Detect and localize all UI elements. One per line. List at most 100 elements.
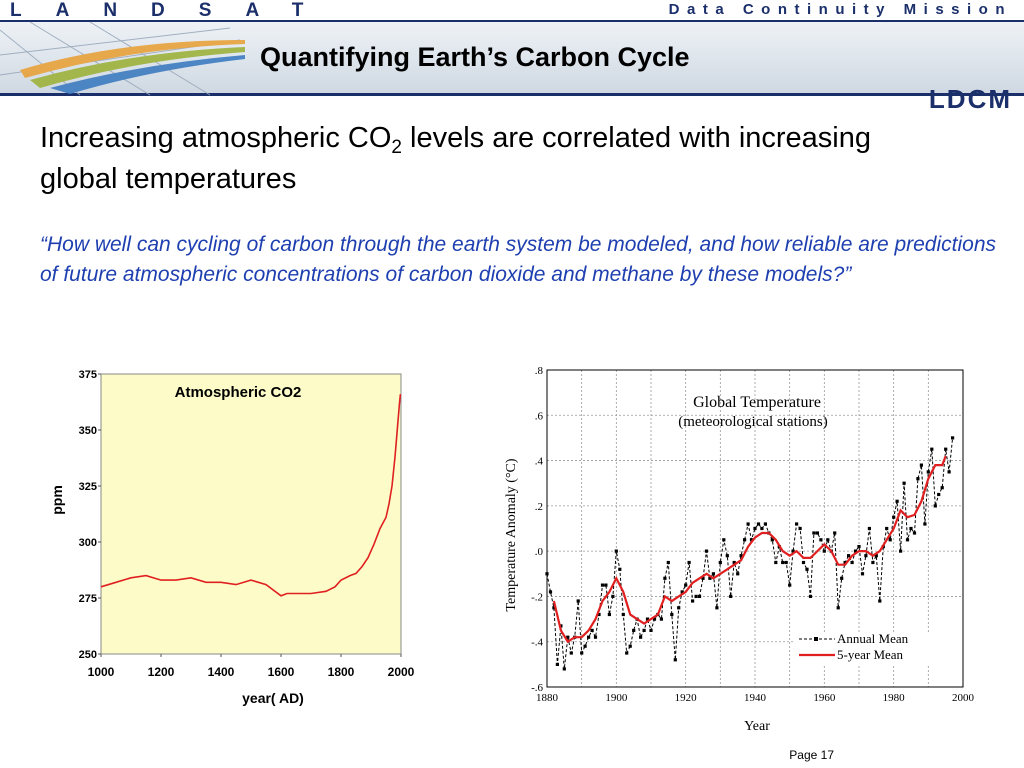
annual-mean-point bbox=[902, 481, 906, 485]
annual-mean-point bbox=[847, 554, 851, 558]
annual-mean-point bbox=[555, 662, 559, 666]
annual-mean-point bbox=[708, 576, 712, 580]
temp-chart-title: Global Temperature bbox=[693, 394, 821, 411]
annual-mean-point bbox=[815, 531, 819, 535]
page-number: Page 17 bbox=[789, 748, 834, 762]
headline-text-start: Increasing atmospheric CO bbox=[40, 122, 392, 154]
annual-mean-point bbox=[860, 572, 865, 576]
annual-mean-point bbox=[739, 554, 743, 558]
annual-mean-point bbox=[749, 538, 754, 542]
co2-y-tick-label: 300 bbox=[79, 537, 97, 549]
page-label: Page bbox=[789, 748, 818, 762]
annual-mean-point bbox=[701, 576, 705, 580]
annual-mean-point bbox=[604, 583, 608, 587]
annual-mean-point bbox=[826, 538, 830, 542]
temp-y-tick-label: -.6 bbox=[531, 682, 543, 694]
annual-mean-point bbox=[736, 572, 740, 576]
co2-y-tick-label: 250 bbox=[79, 649, 97, 661]
annual-mean-point bbox=[694, 594, 698, 598]
annual-mean-point bbox=[628, 644, 632, 648]
annual-mean-point bbox=[926, 470, 930, 474]
annual-mean-point bbox=[874, 554, 878, 558]
annual-mean-point bbox=[715, 606, 719, 610]
co2-x-axis-label: year( AD) bbox=[242, 690, 304, 706]
temp-x-tick-label: 1900 bbox=[605, 692, 628, 704]
annual-mean-point bbox=[611, 594, 615, 598]
temp-y-tick-label: .2 bbox=[535, 501, 543, 513]
co2-x-tick-label: 1000 bbox=[88, 665, 115, 679]
annual-mean-point bbox=[756, 522, 761, 526]
annual-mean-point bbox=[770, 538, 774, 542]
slide-title: Quantifying Earth’s Carbon Cycle bbox=[260, 42, 690, 72]
annual-mean-point bbox=[840, 576, 844, 580]
annual-mean-point bbox=[760, 526, 764, 531]
headline-text-end: levels are correlated with increasing gl… bbox=[40, 122, 872, 195]
co2-chart-title: Atmospheric CO2 bbox=[175, 384, 302, 401]
annual-mean-point bbox=[687, 560, 691, 565]
annual-mean-point bbox=[888, 538, 892, 542]
headline: Increasing atmospheric CO2 levels are co… bbox=[40, 118, 940, 200]
annual-mean-point bbox=[940, 486, 944, 490]
annual-mean-point bbox=[670, 612, 674, 617]
annual-mean-point bbox=[947, 470, 951, 474]
header-rule-top bbox=[0, 20, 1024, 22]
five-year-mean-line bbox=[552, 455, 947, 644]
annual-mean-point bbox=[590, 628, 594, 632]
header-banner bbox=[0, 20, 1024, 96]
annual-mean-point bbox=[718, 560, 722, 565]
annual-mean-point bbox=[743, 538, 747, 542]
legend-annual-marker bbox=[814, 637, 818, 641]
co2-y-axis-label: ppm bbox=[49, 485, 65, 515]
annual-mean-point bbox=[774, 560, 778, 565]
annual-mean-point bbox=[808, 594, 813, 598]
annual-mean-point bbox=[722, 538, 726, 542]
annual-mean-point bbox=[895, 499, 899, 503]
annual-mean-point bbox=[763, 522, 767, 526]
annual-mean-point bbox=[618, 567, 622, 571]
page-number-value: 17 bbox=[820, 748, 834, 762]
annual-mean-point bbox=[746, 522, 750, 526]
co2-x-tick-label: 1400 bbox=[208, 665, 235, 679]
co2-series-line bbox=[100, 394, 402, 597]
annual-mean-point bbox=[937, 492, 941, 497]
annual-mean-point bbox=[729, 594, 733, 598]
annual-mean-point bbox=[867, 526, 871, 531]
annual-mean-point bbox=[836, 606, 840, 610]
annual-mean-point bbox=[795, 522, 799, 526]
co2-y-tick-label: 350 bbox=[79, 425, 97, 437]
temp-x-axis: 1880 1900 1920 1940 1960 1980 2000 bbox=[536, 692, 975, 704]
landsat-wordmark: LANDSAT bbox=[10, 0, 338, 21]
co2-y-tick-label: 375 bbox=[79, 369, 97, 381]
annual-mean-point bbox=[684, 583, 688, 587]
temp-y-tick-label: .0 bbox=[535, 546, 544, 558]
annual-mean-point bbox=[659, 617, 663, 621]
annual-mean-point bbox=[912, 531, 917, 535]
annual-mean-point bbox=[732, 560, 736, 565]
annual-mean-point bbox=[933, 504, 937, 508]
annual-mean-point bbox=[580, 651, 584, 655]
annual-mean-point bbox=[909, 526, 913, 531]
annual-mean-point bbox=[621, 612, 625, 617]
temp-y-tick-label: -.2 bbox=[531, 591, 543, 603]
co2-plot-area bbox=[100, 373, 402, 655]
temp-y-tick-label: -.4 bbox=[531, 637, 543, 649]
temp-legend: Annual Mean 5-year Mean bbox=[795, 631, 961, 666]
annual-mean-point bbox=[791, 549, 795, 553]
annual-mean-point bbox=[781, 560, 785, 565]
legend-5yr-label: 5-year Mean bbox=[837, 647, 904, 662]
headline-subscript: 2 bbox=[391, 137, 402, 158]
annual-mean-point bbox=[798, 526, 802, 531]
temp-x-tick-label: 1960 bbox=[813, 692, 836, 704]
annual-mean-point bbox=[583, 644, 587, 648]
temp-y-tick-label: .6 bbox=[535, 410, 544, 422]
annual-mean-point bbox=[569, 651, 573, 655]
annual-mean-point bbox=[600, 583, 605, 587]
annual-mean-point bbox=[853, 549, 858, 553]
annual-mean-point bbox=[864, 554, 868, 558]
annual-mean-point bbox=[801, 560, 806, 565]
annual-mean-point bbox=[944, 447, 948, 451]
annual-mean-point bbox=[805, 567, 809, 571]
temp-y-tick-label: .4 bbox=[535, 456, 544, 468]
temp-x-tick-label: 1880 bbox=[536, 692, 559, 704]
annual-mean-point bbox=[951, 436, 955, 440]
